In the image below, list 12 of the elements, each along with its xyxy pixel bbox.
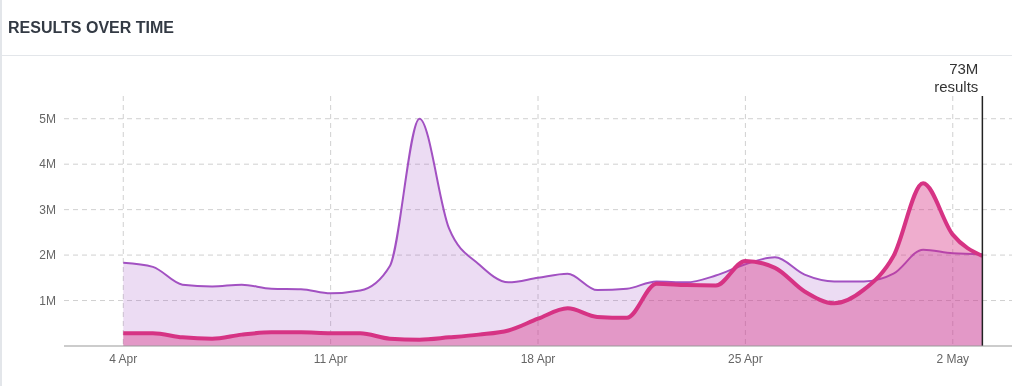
y-tick-label: 3M <box>39 202 56 217</box>
y-tick-label: 2M <box>39 248 56 263</box>
y-tick-label: 5M <box>39 111 56 126</box>
x-tick-label: 18 Apr <box>520 351 556 366</box>
ref-line-label: 73M results <box>934 60 979 95</box>
x-tick-label: 4 Apr <box>109 351 138 366</box>
x-tick-label: 2 May <box>936 351 970 366</box>
x-tick-label: 11 Apr <box>313 351 348 366</box>
x-tick-label: 25 Apr <box>728 351 763 366</box>
y-tick-label: 1M <box>39 293 56 308</box>
y-tick-label: 4M <box>39 157 56 172</box>
chart-title: RESULTS OVER TIME <box>2 0 1012 56</box>
